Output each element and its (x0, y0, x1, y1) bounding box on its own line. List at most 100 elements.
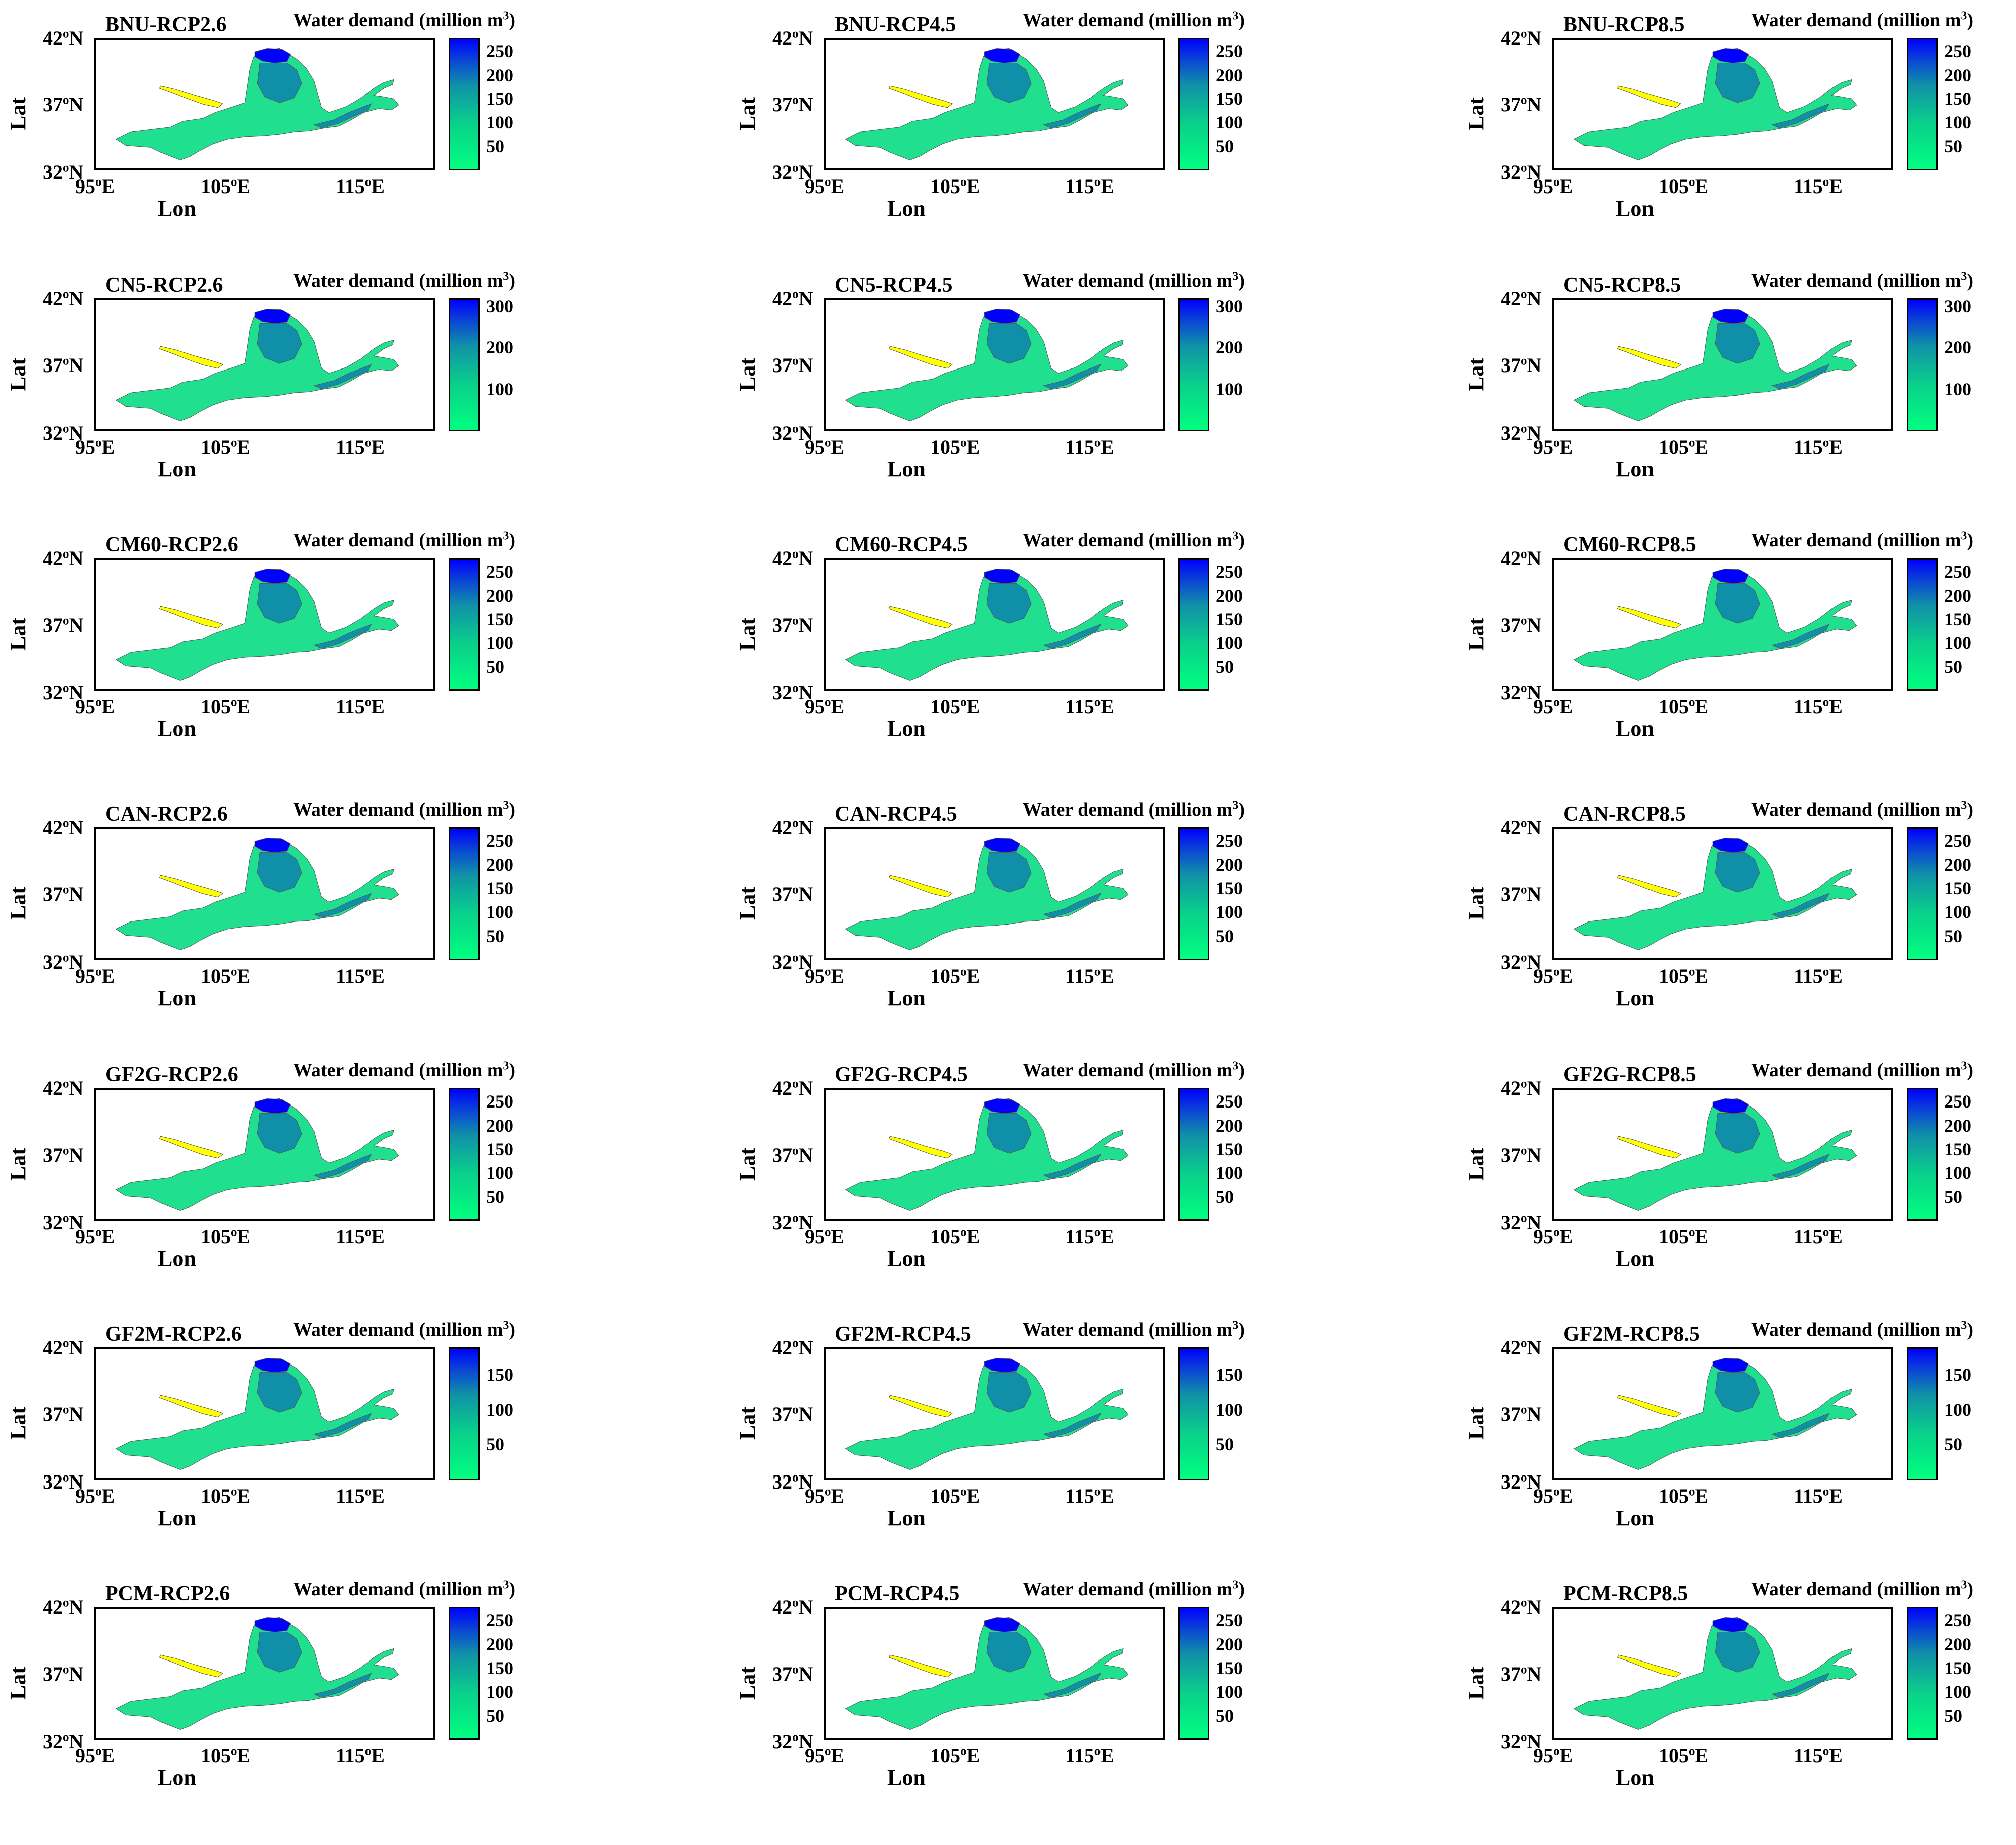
panel-title: GF2M-RCP8.5 (1563, 1323, 1700, 1346)
tick-direction: N (69, 422, 84, 444)
tick-direction: E (371, 1225, 385, 1248)
lon-tick-label: 95oE (805, 435, 844, 459)
tick-number: 115 (1794, 1485, 1823, 1507)
colorbar (1907, 558, 1938, 691)
lon-tick-label: 95oE (1533, 964, 1573, 988)
hetao-region (984, 308, 1021, 324)
tick-direction: E (1695, 1744, 1709, 1767)
colorbar-tick-label: 250 (486, 831, 513, 851)
tick-direction: E (237, 175, 251, 198)
colorbar-title-exponent: 3 (503, 270, 509, 283)
lower-reach-region (1043, 1413, 1102, 1438)
colorbar-title-close: ) (509, 799, 516, 820)
ordos-region (1715, 583, 1760, 624)
colorbar-tick-label: 150 (486, 89, 513, 109)
lower-reach-region (1771, 893, 1830, 918)
lon-axis-title: Lon (887, 457, 926, 481)
basin-map (1573, 837, 1857, 951)
colorbar-tick-label: 250 (1944, 1610, 1971, 1631)
degree-mark: o (63, 816, 69, 830)
degree-mark: o (1689, 965, 1695, 979)
tick-direction: E (1695, 965, 1709, 987)
colorbar-title-close: ) (1967, 1319, 1974, 1340)
map-panel: BNU-RCP8.5 Water demand (million m3) 42oN 3… (1463, 9, 2016, 276)
colorbar-tick-label: 50 (1944, 1186, 1962, 1207)
basin-map (845, 308, 1129, 422)
tick-number: 95 (805, 1744, 825, 1767)
colorbar-title-exponent: 3 (1232, 9, 1239, 23)
ordos-region (257, 63, 302, 103)
tick-direction: E (1559, 1744, 1573, 1767)
colorbar-title: Water demand (million m3) (1751, 9, 1973, 31)
panel-title: BNU-RCP2.6 (105, 13, 227, 36)
colorbar-tick-label: 50 (1944, 1705, 1962, 1726)
degree-mark: o (63, 951, 69, 965)
colorbar-title-exponent: 3 (1961, 270, 1967, 283)
tick-number: 42 (1501, 287, 1521, 310)
tick-direction: N (69, 27, 84, 49)
lat-tick-label: 42oN (43, 287, 83, 310)
lon-tick-label: 105oE (930, 1744, 980, 1767)
hetao-region (254, 568, 291, 584)
lower-reach-region (1771, 1673, 1830, 1698)
colorbar-tick-label: 250 (486, 562, 513, 582)
tick-direction: N (798, 1403, 813, 1425)
tick-number: 105 (201, 436, 231, 458)
colorbar-tick-label: 200 (486, 65, 513, 85)
colorbar-title-close: ) (1967, 799, 1974, 820)
degree-mark: o (1553, 695, 1560, 709)
tick-number: 37 (772, 354, 792, 377)
tick-direction: E (101, 1225, 115, 1248)
tick-number: 42 (43, 287, 63, 310)
colorbar-tick-label: 300 (1944, 296, 1971, 316)
colorbar-title-exponent: 3 (503, 529, 509, 543)
map-panel: PCM-RCP8.5 Water demand (million m3) 42oN 3… (1463, 1578, 2016, 1845)
colorbar (449, 827, 480, 960)
map-panel: CAN-RCP8.5 Water demand (million m3) 42oN 3… (1463, 799, 2016, 1065)
degree-mark: o (1521, 93, 1527, 107)
colorbar-title-text: Water demand (million m (1751, 270, 1961, 291)
map-panel: BNU-RCP4.5 Water demand (million m3) 42oN 3… (735, 9, 1361, 276)
tick-number: 95 (805, 175, 825, 198)
tick-direction: N (798, 93, 813, 116)
lon-tick-label: 105oE (201, 1225, 250, 1248)
tick-number: 115 (1065, 1485, 1094, 1507)
basin-map (845, 1357, 1129, 1470)
upstream-desert-region (159, 1136, 224, 1159)
basin-map (1573, 48, 1857, 161)
map-frame (94, 558, 435, 691)
hetao-region (984, 837, 1021, 853)
colorbar (1907, 1347, 1938, 1480)
tick-direction: E (237, 965, 251, 987)
lat-tick-label: 37oN (772, 1662, 813, 1686)
map-frame (1552, 1088, 1893, 1221)
tick-number: 105 (930, 1225, 960, 1248)
tick-number: 95 (1533, 1744, 1553, 1767)
tick-number: 37 (1501, 1144, 1521, 1166)
panel-title: CN5-RCP2.6 (105, 274, 223, 297)
basin-region (845, 1617, 1129, 1730)
lat-tick-label: 42oN (1501, 26, 1541, 50)
tick-number: 37 (1501, 354, 1521, 377)
lat-tick-label: 32oN (772, 1730, 813, 1753)
degree-mark: o (1822, 1225, 1829, 1239)
tick-number: 105 (1659, 1485, 1689, 1507)
degree-mark: o (231, 1744, 237, 1758)
tick-direction: N (1527, 1470, 1542, 1493)
tick-direction: E (1695, 1485, 1709, 1507)
panel-title: CAN-RCP8.5 (1563, 803, 1686, 826)
degree-mark: o (1094, 436, 1101, 450)
lower-reach-region (313, 103, 372, 129)
colorbar-title: Water demand (million m3) (1023, 1059, 1245, 1081)
hetao-region (254, 837, 291, 853)
basin-map (115, 1098, 399, 1211)
tick-direction: E (1559, 436, 1573, 458)
degree-mark: o (63, 883, 69, 897)
lon-tick-label: 105oE (1659, 1744, 1708, 1767)
tick-number: 32 (43, 422, 63, 444)
basin-region (845, 568, 1129, 681)
upstream-desert-region (1617, 606, 1682, 629)
colorbar-title-text: Water demand (million m (293, 530, 503, 551)
panel-title: CM60-RCP2.6 (105, 533, 238, 557)
tick-direction: N (1527, 1211, 1542, 1234)
